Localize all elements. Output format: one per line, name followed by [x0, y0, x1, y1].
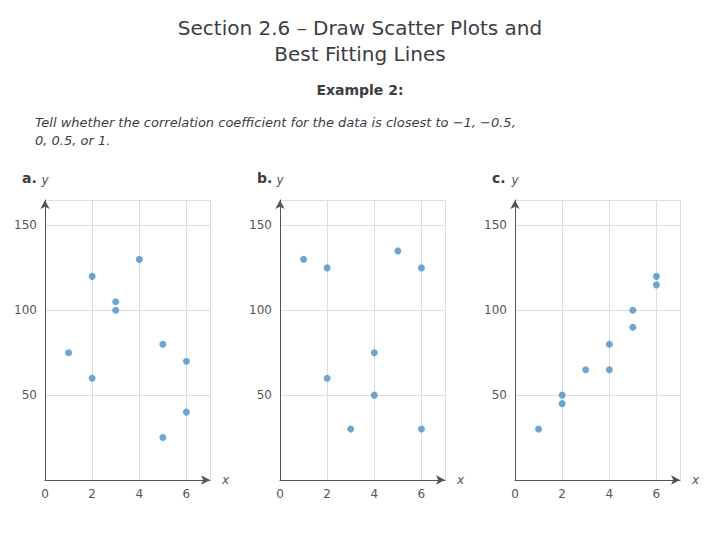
svg-text:2: 2 — [558, 487, 566, 501]
svg-text:6: 6 — [183, 487, 191, 501]
svg-text:6: 6 — [418, 487, 426, 501]
svg-text:0: 0 — [276, 487, 284, 501]
svg-text:2: 2 — [88, 487, 96, 501]
svg-text:100: 100 — [14, 303, 37, 317]
svg-text:4: 4 — [370, 487, 378, 501]
svg-text:Example 2:: Example 2: — [316, 82, 403, 98]
svg-text:c.: c. — [492, 170, 506, 186]
svg-text:y: y — [275, 173, 284, 187]
svg-text:100: 100 — [484, 303, 507, 317]
svg-text:a.: a. — [22, 170, 37, 186]
svg-text:50: 50 — [492, 388, 507, 402]
svg-text:150: 150 — [249, 218, 272, 232]
svg-text:50: 50 — [257, 388, 272, 402]
svg-text:100: 100 — [249, 303, 272, 317]
svg-text:x: x — [456, 473, 465, 487]
svg-text:Tell whether the correlation c: Tell whether the correlation coefficient… — [35, 115, 516, 130]
svg-text:Section 2.6 – Draw Scatter Plo: Section 2.6 – Draw Scatter Plots and — [178, 16, 542, 40]
svg-text:4: 4 — [135, 487, 143, 501]
svg-text:50: 50 — [22, 388, 37, 402]
svg-text:x: x — [691, 473, 700, 487]
svg-text:0, 0.5, or 1.: 0, 0.5, or 1. — [35, 133, 110, 148]
svg-text:150: 150 — [14, 218, 37, 232]
svg-text:150: 150 — [484, 218, 507, 232]
svg-text:y: y — [40, 173, 49, 187]
svg-text:6: 6 — [653, 487, 661, 501]
svg-text:Best Fitting Lines: Best Fitting Lines — [274, 42, 445, 66]
svg-text:b.: b. — [257, 170, 272, 186]
svg-text:2: 2 — [323, 487, 331, 501]
svg-text:x: x — [221, 473, 230, 487]
svg-text:0: 0 — [511, 487, 519, 501]
svg-text:0: 0 — [41, 487, 49, 501]
svg-text:y: y — [510, 173, 519, 187]
svg-text:4: 4 — [605, 487, 613, 501]
